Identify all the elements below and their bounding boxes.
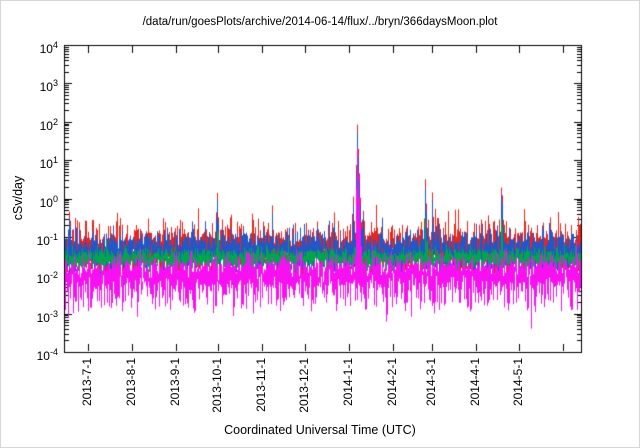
x-tick-label: 2013-10-1 [210, 358, 224, 413]
plot-title: /data/run/goesPlots/archive/2014-06-14/f… [142, 16, 498, 28]
y-tick-label: 104 [39, 40, 58, 56]
y-tick-label: 102 [39, 117, 58, 133]
x-tick-label: 2014-4-1 [468, 358, 482, 407]
x-tick-label: 2013-9-1 [168, 358, 182, 407]
y-tick-label: 10-4 [36, 347, 58, 363]
x-tick-label: 2014-3-1 [424, 358, 438, 407]
x-tick-label: 2013-8-1 [124, 358, 138, 407]
y-tick-label: 101 [39, 155, 58, 171]
x-tick-label: 2013-12-1 [297, 358, 311, 413]
x-tick-label: 2013-7-1 [80, 358, 94, 407]
x-tick-label: 2013-11-1 [254, 358, 268, 412]
y-tick-label: 10-1 [36, 232, 58, 248]
y-tick-label: 100 [39, 194, 58, 210]
y-tick-label: 103 [39, 78, 58, 94]
x-tick-label: 2014-5-1 [511, 358, 525, 407]
x-tick-label: 2014-1-1 [341, 358, 355, 407]
y-tick-label: 10-3 [36, 309, 58, 325]
y-tick-label: 10-2 [36, 270, 58, 286]
x-tick-label: 2014-2-1 [385, 358, 399, 407]
x-axis-label: Coordinated Universal Time (UTC) [224, 423, 416, 437]
